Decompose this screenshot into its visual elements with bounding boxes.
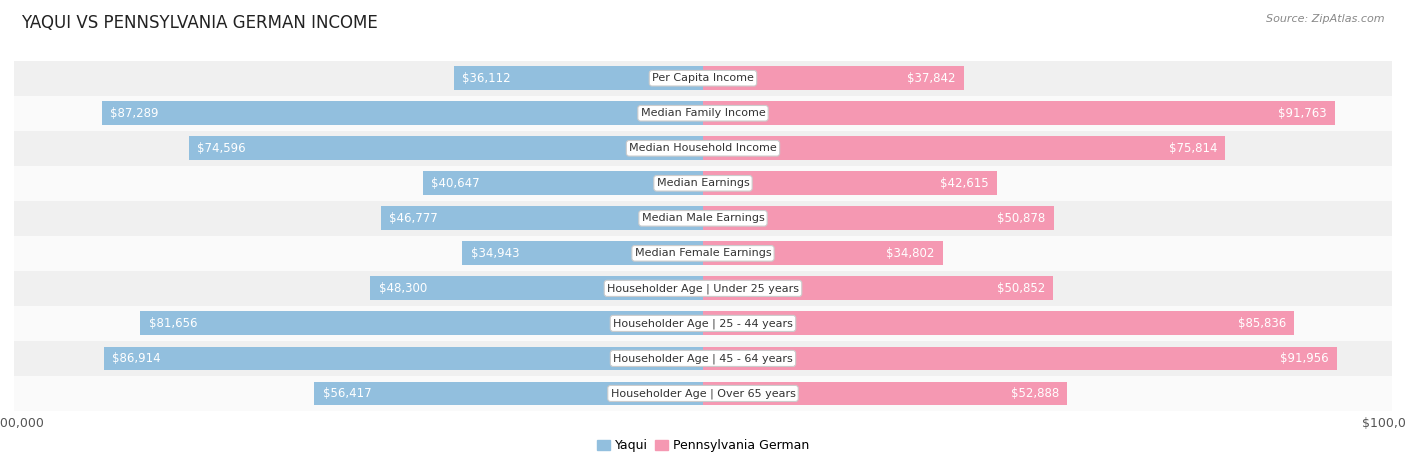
Text: Median Female Earnings: Median Female Earnings <box>634 248 772 258</box>
Bar <box>703 101 1336 125</box>
Bar <box>14 271 1392 306</box>
Bar <box>370 276 703 300</box>
Bar <box>703 136 1225 160</box>
Text: $48,300: $48,300 <box>378 282 427 295</box>
Text: $91,956: $91,956 <box>1279 352 1329 365</box>
Text: $42,615: $42,615 <box>939 177 988 190</box>
Text: Median Household Income: Median Household Income <box>628 143 778 153</box>
Bar <box>188 136 703 160</box>
Bar <box>463 241 703 265</box>
Bar <box>703 241 943 265</box>
Bar <box>101 101 703 125</box>
Text: $86,914: $86,914 <box>112 352 162 365</box>
Bar <box>14 96 1392 131</box>
Text: $46,777: $46,777 <box>389 212 437 225</box>
Bar <box>14 376 1392 411</box>
Text: $34,943: $34,943 <box>471 247 519 260</box>
Text: Householder Age | 45 - 64 years: Householder Age | 45 - 64 years <box>613 353 793 364</box>
Legend: Yaqui, Pennsylvania German: Yaqui, Pennsylvania German <box>592 434 814 457</box>
Bar <box>703 206 1053 230</box>
Text: $36,112: $36,112 <box>463 72 512 85</box>
Bar <box>423 171 703 195</box>
Text: YAQUI VS PENNSYLVANIA GERMAN INCOME: YAQUI VS PENNSYLVANIA GERMAN INCOME <box>21 14 378 32</box>
Text: $52,888: $52,888 <box>1011 387 1059 400</box>
Bar <box>14 131 1392 166</box>
Text: $91,763: $91,763 <box>1278 107 1327 120</box>
Text: $34,802: $34,802 <box>886 247 935 260</box>
Bar <box>703 382 1067 405</box>
Text: $85,836: $85,836 <box>1237 317 1286 330</box>
Bar <box>381 206 703 230</box>
Bar <box>14 61 1392 96</box>
Bar <box>703 347 1337 370</box>
Text: $50,878: $50,878 <box>997 212 1045 225</box>
Bar <box>14 341 1392 376</box>
Bar <box>14 166 1392 201</box>
Bar <box>104 347 703 370</box>
Bar <box>14 306 1392 341</box>
Bar <box>315 382 703 405</box>
Bar <box>703 311 1295 335</box>
Bar <box>703 276 1053 300</box>
Text: $50,852: $50,852 <box>997 282 1045 295</box>
Text: Householder Age | Under 25 years: Householder Age | Under 25 years <box>607 283 799 294</box>
Text: $81,656: $81,656 <box>149 317 197 330</box>
Bar <box>454 66 703 90</box>
Bar <box>14 201 1392 236</box>
Text: Median Male Earnings: Median Male Earnings <box>641 213 765 223</box>
Text: $37,842: $37,842 <box>907 72 956 85</box>
Text: Source: ZipAtlas.com: Source: ZipAtlas.com <box>1267 14 1385 24</box>
Bar <box>703 171 997 195</box>
Text: Householder Age | 25 - 44 years: Householder Age | 25 - 44 years <box>613 318 793 329</box>
Bar <box>703 66 963 90</box>
Text: Median Earnings: Median Earnings <box>657 178 749 188</box>
Text: $56,417: $56,417 <box>322 387 371 400</box>
Text: Per Capita Income: Per Capita Income <box>652 73 754 83</box>
Text: $74,596: $74,596 <box>197 142 246 155</box>
Text: Householder Age | Over 65 years: Householder Age | Over 65 years <box>610 388 796 399</box>
Bar <box>141 311 703 335</box>
Text: $40,647: $40,647 <box>432 177 479 190</box>
Bar <box>14 236 1392 271</box>
Text: $75,814: $75,814 <box>1168 142 1218 155</box>
Text: Median Family Income: Median Family Income <box>641 108 765 118</box>
Text: $87,289: $87,289 <box>110 107 159 120</box>
